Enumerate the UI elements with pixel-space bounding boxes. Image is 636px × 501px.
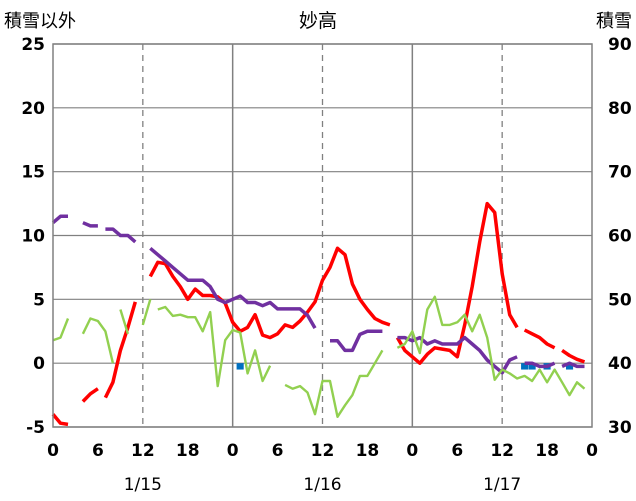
x-tick-10: 12 bbox=[490, 441, 514, 461]
temperature-segment-2 bbox=[103, 301, 137, 399]
y-left-tick-6: 25 bbox=[21, 35, 45, 55]
wind-segment-5 bbox=[284, 349, 384, 418]
series-lines bbox=[51, 201, 586, 427]
x-tick-7: 18 bbox=[356, 441, 380, 461]
wind-segment-0 bbox=[52, 318, 70, 342]
snow_depth-segment-3 bbox=[149, 246, 317, 329]
wind-segment-1 bbox=[81, 317, 115, 364]
y-left-tick-3: 10 bbox=[21, 227, 45, 247]
temperature-segment-1 bbox=[81, 387, 99, 403]
y-right-tick-1: 40 bbox=[608, 354, 632, 374]
x-date-label-2: 1/17 bbox=[483, 475, 521, 495]
snow_depth-segment-1 bbox=[82, 221, 98, 228]
y-left-tick-1: 0 bbox=[33, 354, 45, 374]
precipitation-bar-1 bbox=[521, 363, 529, 370]
snow_depth-segment-5 bbox=[397, 335, 518, 375]
right-axis-title: 積雪 bbox=[596, 11, 632, 32]
x-tick-11: 18 bbox=[535, 441, 559, 461]
x-tick-5: 6 bbox=[272, 441, 284, 461]
wind-segment-2 bbox=[119, 309, 130, 335]
snow_depth-segment-4 bbox=[330, 329, 383, 353]
precipitation-bar-4 bbox=[565, 363, 574, 370]
x-tick-6: 12 bbox=[311, 441, 335, 461]
precipitation-bar-2 bbox=[528, 363, 536, 370]
y-left-tick-5: 20 bbox=[21, 99, 45, 119]
temperature-segment-5 bbox=[523, 328, 556, 350]
y-right-tick-0: 30 bbox=[608, 418, 632, 438]
y-right-tick-5: 80 bbox=[608, 99, 632, 119]
temperature-segment-6 bbox=[561, 348, 586, 364]
chart-title: 妙高 bbox=[299, 10, 337, 32]
temperature-segment-4 bbox=[395, 201, 519, 365]
wind-segment-6 bbox=[396, 295, 586, 397]
plot-frame bbox=[52, 43, 593, 428]
x-tick-2: 12 bbox=[131, 441, 155, 461]
y-right-tick-3: 60 bbox=[608, 227, 632, 247]
y-left-tick-4: 15 bbox=[21, 163, 45, 183]
x-date-label-1: 1/16 bbox=[303, 475, 341, 495]
snow_depth-segment-2 bbox=[105, 227, 137, 244]
snow_depth-segment-7 bbox=[561, 361, 585, 369]
temperature-segment-0 bbox=[51, 413, 69, 427]
precipitation-bars bbox=[236, 363, 574, 370]
precipitation-bar-0 bbox=[236, 363, 244, 370]
left-axis-title: 積雪以外 bbox=[4, 11, 76, 32]
x-tick-9: 6 bbox=[451, 441, 463, 461]
y-right-tick-6: 90 bbox=[608, 35, 632, 55]
x-tick-8: 0 bbox=[406, 441, 418, 461]
y-right-tick-2: 50 bbox=[608, 290, 632, 310]
snow_depth-segment-0 bbox=[51, 214, 68, 225]
y-left-tick-2: 5 bbox=[33, 290, 45, 310]
y-right-tick-4: 70 bbox=[608, 163, 632, 183]
snow_depth-segment-6 bbox=[524, 361, 556, 369]
wind-segment-3 bbox=[141, 298, 152, 326]
y-left-tick-0: -5 bbox=[26, 418, 45, 438]
x-tick-3: 18 bbox=[176, 441, 200, 461]
x-tick-0: 0 bbox=[47, 441, 59, 461]
temperature-segment-3 bbox=[148, 246, 391, 340]
x-tick-12: 0 bbox=[586, 441, 598, 461]
wind-segment-4 bbox=[157, 305, 272, 388]
x-tick-1: 6 bbox=[92, 441, 104, 461]
x-tick-4: 0 bbox=[227, 441, 239, 461]
x-date-label-0: 1/15 bbox=[124, 475, 162, 495]
grid-layer bbox=[53, 43, 592, 428]
